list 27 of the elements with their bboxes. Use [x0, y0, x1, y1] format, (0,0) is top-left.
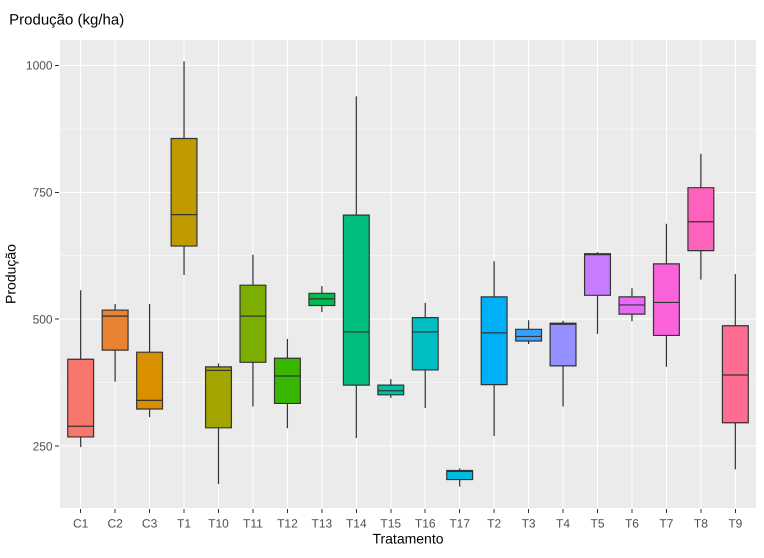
x-tick-label: T6 [624, 516, 640, 530]
x-tick-label: T15 [380, 516, 402, 530]
x-tick-label: T3 [522, 516, 536, 530]
x-tick-label: C2 [107, 516, 124, 530]
x-axis-title: Tratamento [372, 530, 444, 546]
x-tick-label: C1 [73, 516, 89, 530]
x-tick-label: C3 [142, 516, 158, 530]
x-tick-label: T9 [728, 516, 743, 530]
x-tick-label: T16 [414, 516, 436, 530]
x-tick-label: T4 [556, 516, 570, 530]
x-tick-label: T14 [346, 516, 367, 530]
y-tick-label: 250 [32, 439, 53, 454]
x-tick-label: T12 [277, 516, 298, 530]
x-tick-label: T17 [449, 516, 470, 530]
y-tick-label: 1000 [26, 58, 53, 73]
x-tick-label: T11 [243, 516, 264, 530]
y-tick-label: 750 [32, 185, 53, 200]
y-tick-label: 500 [32, 312, 53, 326]
x-tick-label: T13 [312, 516, 333, 530]
x-tick-label: T10 [208, 516, 230, 530]
x-tick-label: T5 [590, 516, 605, 530]
x-tick-label: T8 [694, 516, 708, 530]
x-tick-label: T7 [659, 516, 674, 530]
x-tick-label: T2 [487, 516, 502, 530]
chart-title: Produção (kg/ha) [9, 11, 124, 28]
y-axis-title: Produção [2, 244, 18, 304]
x-tick-label: T1 [177, 516, 192, 530]
